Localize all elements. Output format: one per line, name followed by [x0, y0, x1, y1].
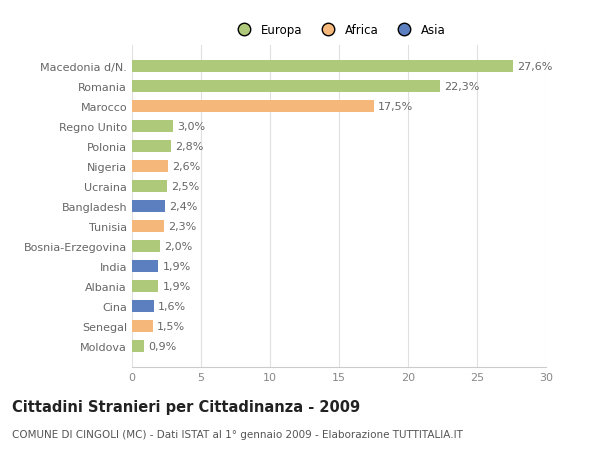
Bar	[132, 221, 164, 233]
Bar	[132, 80, 440, 93]
Text: 1,9%: 1,9%	[163, 262, 191, 272]
Text: 3,0%: 3,0%	[178, 122, 206, 132]
Text: 2,4%: 2,4%	[169, 202, 197, 212]
Text: 1,9%: 1,9%	[163, 281, 191, 291]
Text: 17,5%: 17,5%	[377, 101, 413, 112]
Bar	[132, 140, 170, 152]
Bar	[132, 180, 167, 192]
Text: 2,0%: 2,0%	[164, 241, 192, 252]
Bar	[132, 301, 154, 313]
Text: 2,8%: 2,8%	[175, 141, 203, 151]
Text: 27,6%: 27,6%	[517, 62, 553, 72]
Bar	[132, 280, 158, 292]
Bar	[132, 161, 168, 173]
Bar	[132, 241, 160, 252]
Text: 2,6%: 2,6%	[172, 162, 200, 172]
Text: 0,9%: 0,9%	[149, 341, 177, 352]
Text: COMUNE DI CINGOLI (MC) - Dati ISTAT al 1° gennaio 2009 - Elaborazione TUTTITALIA: COMUNE DI CINGOLI (MC) - Dati ISTAT al 1…	[12, 429, 463, 439]
Text: Cittadini Stranieri per Cittadinanza - 2009: Cittadini Stranieri per Cittadinanza - 2…	[12, 399, 360, 414]
Text: 2,3%: 2,3%	[168, 222, 196, 231]
Bar	[132, 201, 165, 213]
Text: 2,5%: 2,5%	[170, 182, 199, 191]
Text: 22,3%: 22,3%	[444, 82, 479, 91]
Legend: Europa, Africa, Asia: Europa, Africa, Asia	[227, 20, 451, 42]
Bar	[132, 121, 173, 133]
Bar	[132, 261, 158, 273]
Text: 1,6%: 1,6%	[158, 302, 187, 312]
Text: 1,5%: 1,5%	[157, 322, 185, 331]
Bar	[132, 341, 145, 353]
Bar	[132, 320, 152, 333]
Bar	[132, 101, 373, 112]
Bar	[132, 61, 513, 73]
